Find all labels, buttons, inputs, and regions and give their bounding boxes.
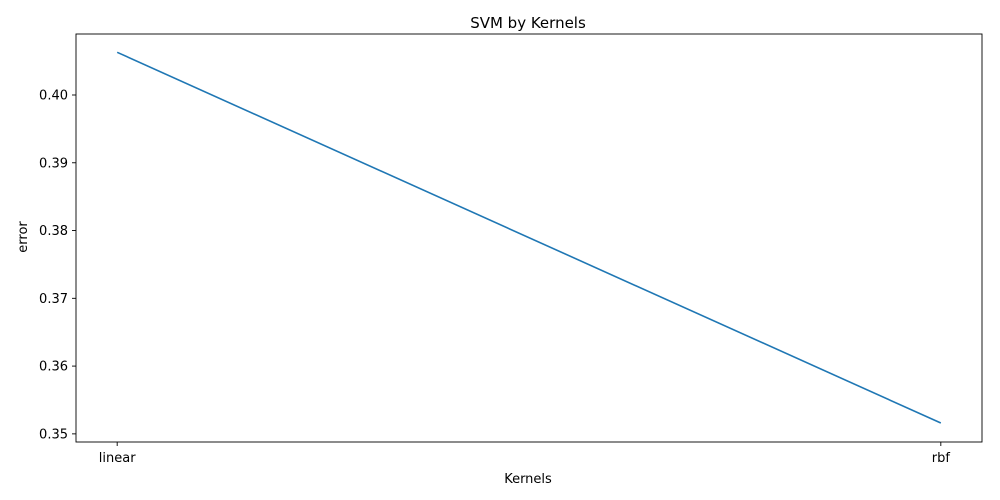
y-tick-label: 0.38	[39, 224, 68, 239]
x-axis-label: Kernels	[504, 472, 552, 487]
y-tick-label: 0.35	[39, 427, 68, 442]
x-tick-label: linear	[99, 451, 136, 466]
y-axis-label: error	[16, 221, 31, 253]
y-tick-label: 0.37	[39, 292, 68, 307]
x-tick-label: rbf	[932, 451, 951, 466]
y-tick-label: 0.39	[39, 156, 68, 171]
plot-frame	[75, 33, 983, 443]
plot-area: 0.35 0.36 0.37 0.38 0.39 0.40 linear rbf	[39, 33, 983, 466]
series-line	[116, 51, 942, 424]
y-tick-label: 0.36	[39, 360, 68, 375]
chart-title: SVM by Kernels	[470, 14, 586, 32]
y-tick-label: 0.40	[39, 88, 68, 103]
